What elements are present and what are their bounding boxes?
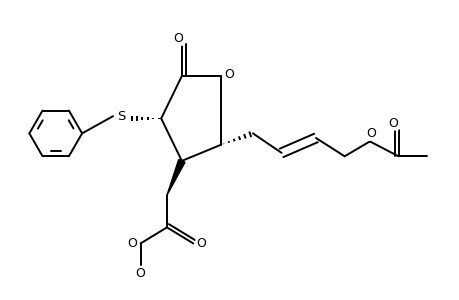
- Text: O: O: [173, 32, 183, 45]
- Text: O: O: [387, 117, 397, 130]
- Text: O: O: [196, 237, 206, 250]
- Polygon shape: [167, 160, 185, 195]
- Text: O: O: [127, 237, 137, 250]
- Text: O: O: [224, 68, 233, 81]
- Text: O: O: [365, 127, 375, 140]
- Text: S: S: [117, 110, 125, 123]
- Text: O: O: [135, 267, 145, 280]
